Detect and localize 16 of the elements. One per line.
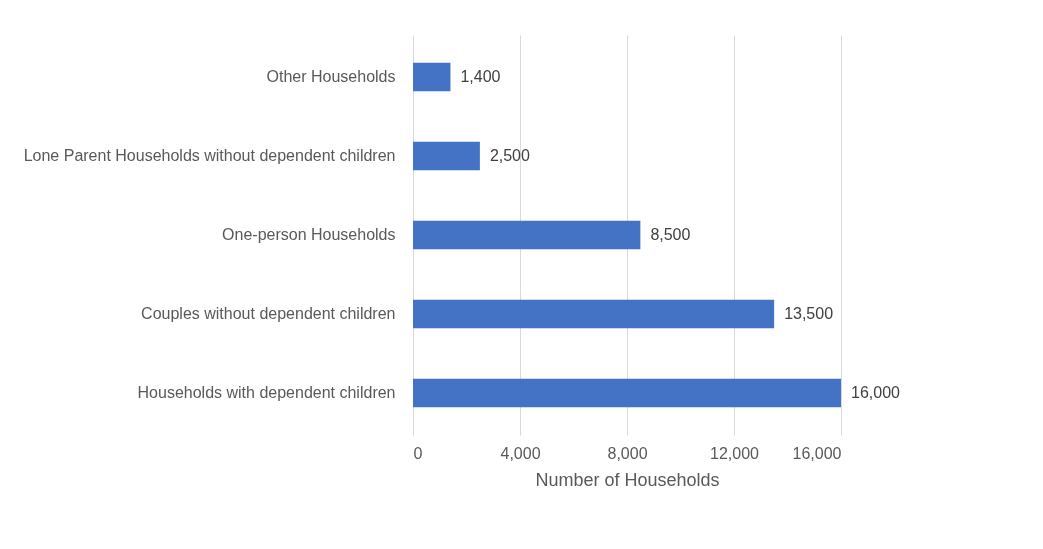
data-label: 8,500 (650, 226, 691, 243)
y-tick-label: Lone Parent Households without dependent children (23, 146, 396, 164)
y-tick-label: Other Households (266, 67, 396, 85)
data-label: 13,500 (784, 305, 834, 323)
data-label: 1,400 (460, 67, 501, 85)
x-tick-label: 12,000 (710, 444, 760, 462)
data-label: 2,500 (489, 146, 531, 164)
x-tick-label: 4,000 (500, 444, 541, 462)
data-label: 16,000 (851, 384, 901, 402)
x-tick-label: 0 (413, 444, 423, 462)
y-tick-label: One-person Households (222, 226, 396, 243)
y-tick-label: Households with dependent children (137, 384, 396, 402)
x-tick-label: 8,000 (607, 444, 648, 462)
x-tick-label: 16,000 (792, 444, 842, 462)
y-tick-label: Couples without dependent children (141, 305, 396, 323)
x-axis-title: Number of Households (535, 469, 720, 490)
